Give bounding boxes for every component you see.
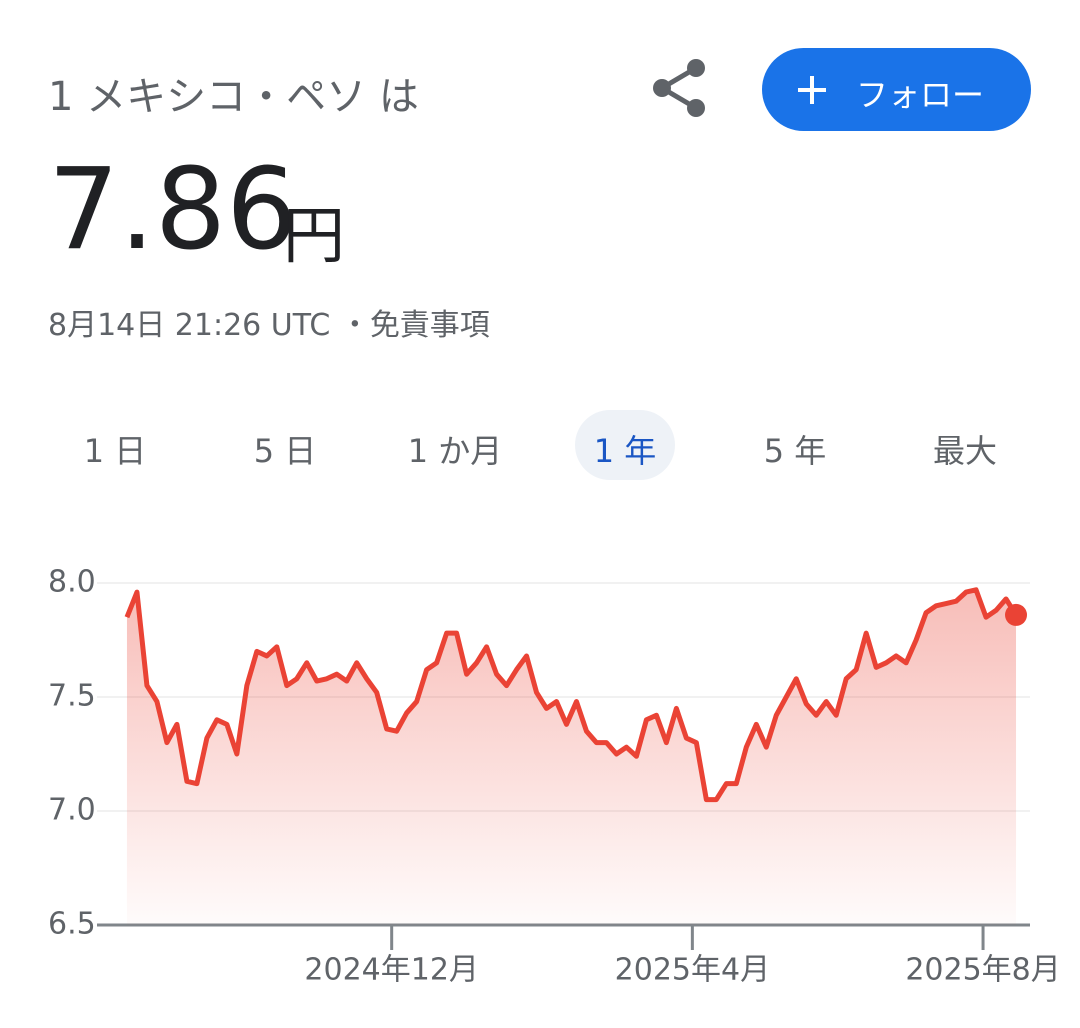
unit: 円	[283, 199, 346, 272]
separator: ・	[339, 308, 370, 343]
y-tick-label: 6.5	[48, 907, 96, 942]
tab[interactable]: 5 年	[763, 432, 827, 470]
timestamp-line: 8月14日 21:26 UTC ・免責事項	[48, 300, 490, 344]
share-button[interactable]	[648, 56, 710, 120]
timestamp: 8月14日 21:26 UTC	[48, 308, 331, 343]
price: 7.86	[48, 145, 298, 275]
tab[interactable]: 1 か月	[407, 432, 503, 470]
follow-button[interactable]: フォロー	[762, 48, 1031, 131]
follow-label: フォロー	[856, 76, 985, 114]
x-tick-label: 2025年4月	[615, 953, 770, 988]
tab[interactable]: 5 日	[253, 432, 317, 470]
title: 1 メキシコ・ペソ は	[48, 74, 419, 120]
tab[interactable]: 1 年	[593, 432, 657, 470]
end-point	[1005, 603, 1028, 626]
chart: 8.0 7.5 7.0 6.5 2024年12月 2025年4月 2025年8月	[48, 565, 1061, 988]
disclaimer[interactable]: 免責事項	[369, 308, 490, 343]
y-tick-label: 7.0	[48, 793, 96, 828]
tab[interactable]: 最大	[932, 432, 997, 470]
line	[124, 587, 1019, 803]
area	[126, 589, 1017, 925]
plus-icon	[798, 76, 826, 104]
x-tick-label: 2025年8月	[905, 953, 1060, 988]
tab[interactable]: 1 日	[83, 432, 147, 470]
y-tick-label: 8.0	[48, 565, 96, 600]
x-tick-label: 2024年12月	[304, 953, 479, 988]
y-tick-label: 7.5	[48, 679, 96, 714]
tab-highlight	[575, 410, 675, 480]
